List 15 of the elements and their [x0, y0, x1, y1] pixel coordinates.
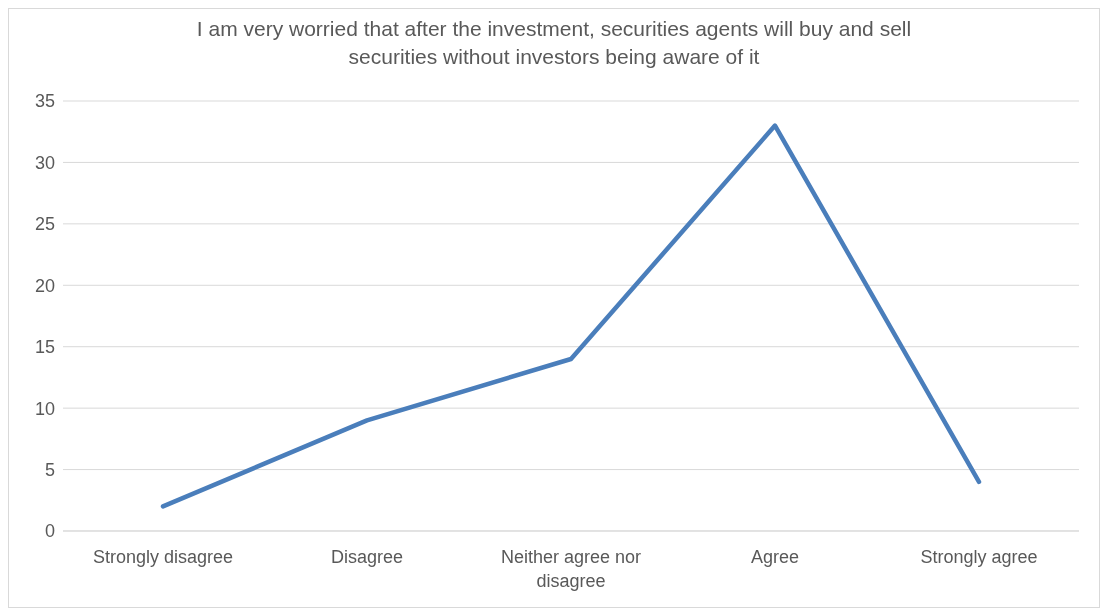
y-tick-label: 5: [44, 459, 55, 480]
y-tick-label: 25: [34, 214, 55, 235]
y-tick-label: 20: [34, 275, 55, 296]
y-tick-label: 35: [34, 91, 55, 112]
line-series: [160, 123, 982, 509]
x-tick-label: Strongly disagree: [92, 547, 234, 568]
x-tick-label: Disagree: [330, 547, 404, 568]
x-tick-label: Agree: [750, 547, 800, 568]
y-tick-label: 15: [34, 337, 55, 358]
x-tick-label: Neither agree nor disagree: [500, 547, 642, 591]
chart-title: I am very worried that after the investment, securities agents will buy and sell securities without investors being aware of it: [195, 16, 913, 70]
y-tick-label: 30: [34, 152, 55, 173]
y-tick-label: 0: [44, 521, 55, 542]
x-tick-label: Strongly agree: [920, 547, 1038, 568]
y-tick-label: 10: [34, 398, 55, 419]
